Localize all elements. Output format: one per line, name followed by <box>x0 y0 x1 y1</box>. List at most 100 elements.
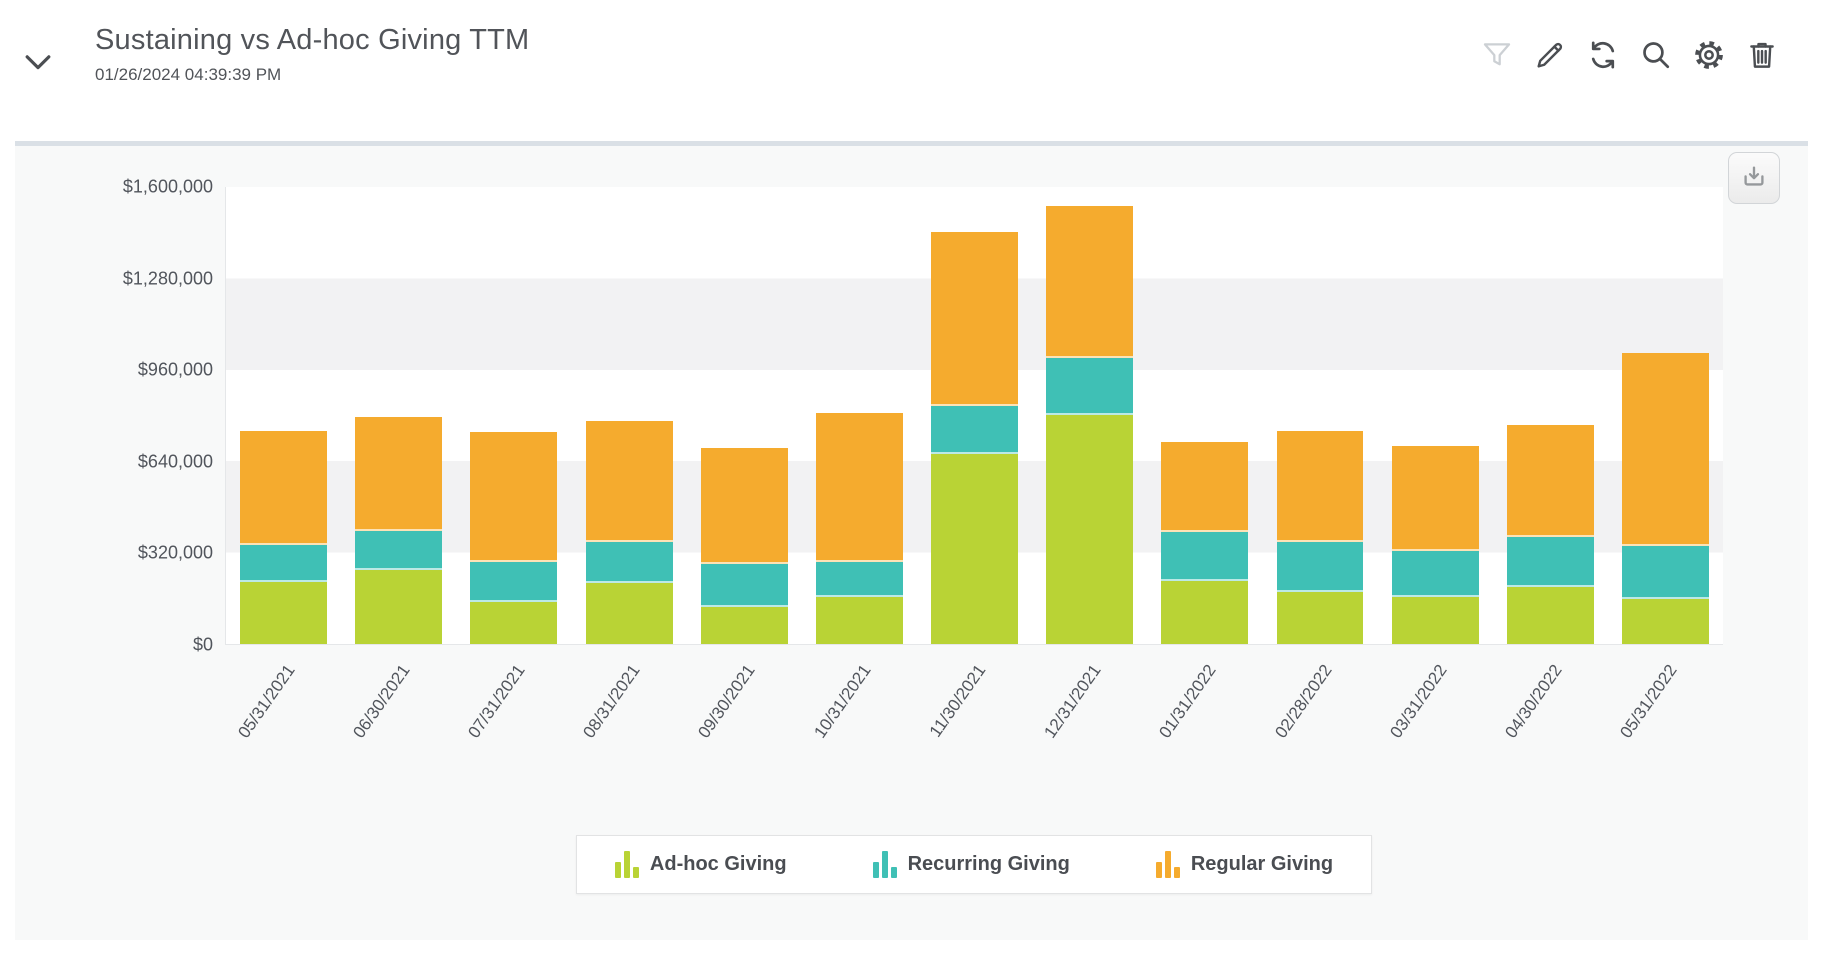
stacked-bar[interactable] <box>585 187 673 644</box>
pencil-icon <box>1533 42 1567 75</box>
bar-segment-ad-hoc-giving[interactable] <box>1621 599 1709 644</box>
bar-segment-regular-giving[interactable] <box>585 420 673 543</box>
bar-segment-recurring-giving[interactable] <box>1276 542 1364 593</box>
bar-group[interactable] <box>1147 187 1262 644</box>
bar-segment-ad-hoc-giving[interactable] <box>931 454 1018 644</box>
x-tick-label: 10/31/2021 <box>809 661 875 742</box>
y-tick-label: $1,600,000 <box>122 176 213 197</box>
bar-segment-regular-giving[interactable] <box>815 412 903 563</box>
bar-group[interactable] <box>917 187 1032 644</box>
bar-segment-regular-giving[interactable] <box>240 430 328 546</box>
legend-item-ad-hoc-giving[interactable]: Ad-hoc Giving <box>614 851 787 878</box>
bar-group[interactable] <box>1493 187 1608 644</box>
bar-segment-regular-giving[interactable] <box>470 432 558 563</box>
bar-segment-ad-hoc-giving[interactable] <box>1276 592 1364 644</box>
stacked-bar[interactable] <box>240 187 328 644</box>
stacked-bar[interactable] <box>1506 187 1594 644</box>
bar-segment-ad-hoc-giving[interactable] <box>1506 587 1594 644</box>
stacked-bar[interactable] <box>1161 187 1249 644</box>
legend-row: Ad-hoc Giving Recurring Giving Regular Giv… <box>225 835 1723 894</box>
bar-segment-recurring-giving[interactable] <box>1046 357 1134 415</box>
bar-segment-recurring-giving[interactable] <box>1621 546 1709 600</box>
bar-segment-regular-giving[interactable] <box>1161 441 1249 533</box>
bar-group[interactable] <box>802 187 917 644</box>
bar-segment-regular-giving[interactable] <box>1506 424 1594 538</box>
bar-segment-ad-hoc-giving[interactable] <box>470 602 558 644</box>
bar-segment-recurring-giving[interactable] <box>355 531 443 571</box>
delete-button[interactable] <box>1743 36 1781 74</box>
bar-group[interactable] <box>1032 187 1147 644</box>
bar-segment-ad-hoc-giving[interactable] <box>585 583 673 644</box>
legend-label: Ad-hoc Giving <box>649 853 787 875</box>
x-tick-label: 11/30/2021 <box>925 661 990 741</box>
x-tick-label: 05/31/2021 <box>233 661 299 742</box>
x-tick-label: 09/30/2021 <box>694 661 760 742</box>
bar-segment-recurring-giving[interactable] <box>1161 532 1249 582</box>
bar-segment-ad-hoc-giving[interactable] <box>815 597 903 644</box>
stacked-bar[interactable] <box>355 187 443 644</box>
legend-item-regular-giving[interactable]: Regular Giving <box>1155 851 1333 878</box>
bar-segment-regular-giving[interactable] <box>700 447 788 565</box>
refresh-button[interactable] <box>1584 36 1622 74</box>
stacked-bar[interactable] <box>1621 187 1709 644</box>
bar-group[interactable] <box>571 187 686 644</box>
mini-bar-chart-icon <box>614 851 639 878</box>
stacked-bar[interactable] <box>700 187 788 644</box>
bar-group[interactable] <box>341 187 456 644</box>
chevron-down-icon <box>18 54 58 84</box>
gear-icon <box>1692 41 1726 75</box>
collapse-button[interactable] <box>16 40 60 84</box>
x-tick-label: 12/31/2021 <box>1040 661 1105 742</box>
mini-bar-chart-icon <box>872 851 897 878</box>
stacked-bar[interactable] <box>931 187 1018 644</box>
stacked-bar[interactable] <box>815 187 903 644</box>
settings-button[interactable] <box>1690 36 1728 74</box>
bar-segment-recurring-giving[interactable] <box>815 562 903 598</box>
bar-segment-regular-giving[interactable] <box>355 416 443 532</box>
y-tick-label: $1,280,000 <box>122 268 213 289</box>
stacked-bar[interactable] <box>470 187 558 644</box>
bar-segment-recurring-giving[interactable] <box>470 562 558 603</box>
bar-segment-recurring-giving[interactable] <box>700 564 788 608</box>
bar-group[interactable] <box>687 187 802 644</box>
bar-segment-recurring-giving[interactable] <box>1506 537 1594 588</box>
bar-segment-recurring-giving[interactable] <box>585 542 673 584</box>
bar-segment-ad-hoc-giving[interactable] <box>1046 414 1134 644</box>
x-tick-label: 06/30/2021 <box>349 661 414 742</box>
filter-button[interactable] <box>1478 36 1516 74</box>
stacked-bar[interactable] <box>1391 187 1479 644</box>
stacked-bar[interactable] <box>1046 187 1134 644</box>
bar-group[interactable] <box>1378 187 1493 644</box>
edit-button[interactable] <box>1531 36 1569 74</box>
bar-segment-ad-hoc-giving[interactable] <box>700 607 788 644</box>
bar-group[interactable] <box>1608 187 1723 644</box>
bar-group[interactable] <box>1262 187 1377 644</box>
bar-segment-regular-giving[interactable] <box>1621 352 1709 547</box>
bar-segment-regular-giving[interactable] <box>1046 206 1134 358</box>
legend-item-recurring-giving[interactable]: Recurring Giving <box>872 851 1070 878</box>
bar-segment-ad-hoc-giving[interactable] <box>355 570 443 644</box>
bar-segment-recurring-giving[interactable] <box>931 406 1018 455</box>
legend: Ad-hoc Giving Recurring Giving Regular Giv… <box>575 835 1373 894</box>
bar-segment-regular-giving[interactable] <box>931 231 1018 407</box>
search-button[interactable] <box>1637 36 1675 74</box>
bar-segment-ad-hoc-giving[interactable] <box>1161 581 1249 644</box>
x-tick-label: 02/28/2022 <box>1270 661 1336 742</box>
x-tick-label: 07/31/2021 <box>464 661 529 742</box>
bar-segment-ad-hoc-giving[interactable] <box>240 582 328 644</box>
bar-group[interactable] <box>456 187 571 644</box>
legend-label: Recurring Giving <box>907 853 1070 875</box>
bar-segment-recurring-giving[interactable] <box>1391 551 1479 598</box>
stacked-bar[interactable] <box>1276 187 1364 644</box>
x-axis: 05/31/2021 06/30/2021 07/31/2021 08/31/2021… <box>225 647 1723 825</box>
bar-segment-regular-giving[interactable] <box>1391 446 1479 552</box>
bar-segment-regular-giving[interactable] <box>1276 431 1364 543</box>
download-icon <box>1740 163 1768 194</box>
download-button[interactable] <box>1728 152 1780 204</box>
bar-segment-recurring-giving[interactable] <box>240 545 328 583</box>
bar-group[interactable] <box>226 187 341 644</box>
x-tick-label: 08/31/2021 <box>579 661 644 742</box>
y-tick-label: $960,000 <box>137 359 213 380</box>
widget-header: Sustaining vs Ad-hoc Giving TTM 01/26/20… <box>0 0 1823 146</box>
bar-segment-ad-hoc-giving[interactable] <box>1391 597 1479 644</box>
